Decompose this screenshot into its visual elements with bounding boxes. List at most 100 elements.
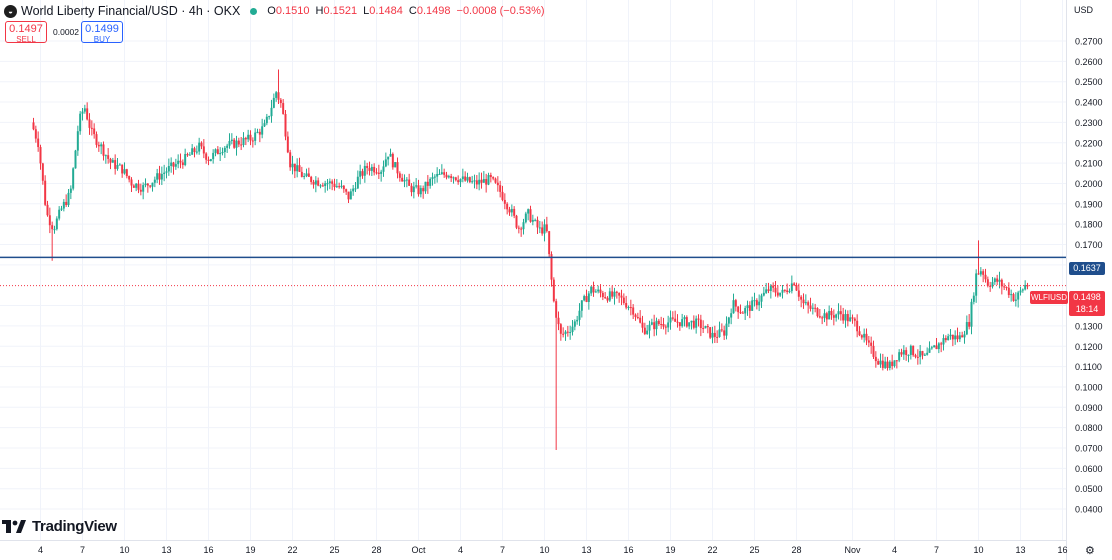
candle-body [646, 330, 649, 334]
candle-body [51, 225, 54, 230]
currency-selector[interactable]: USD [1074, 5, 1094, 15]
candle-body [681, 319, 684, 327]
candle-body [86, 108, 89, 120]
candle-body [538, 227, 541, 229]
candle-body [431, 177, 434, 179]
symbol-header[interactable]: ◒ World Liberty Financial/USD · 4h · OKX… [4, 2, 545, 20]
candle-body [53, 229, 56, 231]
time-axis-label: 4 [38, 545, 43, 555]
candle-body [1005, 287, 1008, 289]
candle-body [758, 301, 761, 306]
candle-body [958, 335, 961, 340]
candle-body [163, 172, 166, 174]
candle-body [74, 150, 77, 169]
gear-icon[interactable]: ⚙ [1085, 545, 1095, 557]
candle-body [174, 164, 177, 167]
candle-body [121, 164, 124, 174]
candle-body [370, 166, 373, 171]
candle-body [844, 314, 847, 321]
price-axis-label: 0.2600 [1075, 57, 1103, 67]
candle-body [39, 147, 42, 164]
candle-body [412, 186, 415, 193]
candle-body [774, 287, 777, 293]
candle-body [104, 155, 107, 157]
candle-body [825, 313, 828, 320]
candle-body [865, 333, 868, 341]
candle-body [471, 181, 474, 183]
candle-body [599, 289, 602, 293]
candle-body [963, 334, 966, 338]
candle-body [769, 285, 772, 291]
candle-body [870, 342, 873, 346]
candle-body [198, 142, 201, 152]
candle-body [632, 307, 635, 315]
candle-body [678, 322, 681, 327]
low-value: 0.1484 [369, 5, 403, 17]
candle-body [636, 317, 639, 319]
candle-body [793, 283, 796, 286]
candle-body [258, 131, 261, 135]
candle-body [270, 107, 273, 117]
candle-body [601, 292, 604, 298]
candle-body [396, 162, 399, 174]
candle-body [800, 296, 803, 300]
symbol-title[interactable]: World Liberty Financial/USD · 4h · OKX [21, 4, 241, 18]
candle-body [275, 92, 278, 98]
time-axis[interactable]: 4 7 10 13 16 19 22 25 28 Oct 4 7 10 13 16 19 22 25 28 Nov 4 7… [38, 545, 1068, 555]
candle-body [559, 324, 562, 334]
candle-body [725, 323, 728, 336]
candle-body [821, 317, 824, 319]
candle-body [242, 137, 245, 145]
candle-body [856, 320, 859, 332]
candle-body [552, 279, 555, 302]
candle-body [555, 301, 558, 318]
candle-body [58, 209, 61, 219]
candle-body [389, 153, 392, 157]
candle-body [345, 189, 348, 192]
candle-body [485, 179, 488, 185]
candle-body [940, 343, 943, 345]
candle-body [863, 333, 866, 338]
candle-body [384, 159, 387, 167]
candle-body [853, 318, 856, 321]
candle-body [424, 181, 427, 192]
candle-body [807, 302, 810, 306]
candle-body [230, 139, 233, 141]
candle-body [767, 289, 770, 291]
candle-body [60, 208, 63, 210]
sell-button[interactable]: 0.1497 SELL [5, 21, 47, 44]
candle-body [942, 338, 945, 345]
candle-body [160, 173, 163, 180]
candle-body [254, 132, 257, 141]
candle-body [303, 176, 306, 178]
candle-body [755, 300, 758, 306]
candle-body [373, 166, 376, 173]
candle-body [893, 360, 896, 367]
candle-body [706, 326, 709, 328]
candle-body [662, 324, 665, 327]
buy-price: 0.1499 [85, 23, 119, 35]
candle-body [394, 162, 397, 168]
candle-body [657, 320, 660, 325]
candle-body [846, 314, 849, 322]
time-axis-label: 16 [1057, 545, 1067, 555]
candle-body [1003, 286, 1006, 288]
candle-body [685, 317, 688, 327]
candle-body [153, 179, 156, 183]
candle-body [356, 176, 359, 189]
horizontal-line-price-tag: 0.1637 [1069, 262, 1105, 275]
candle-body [1014, 299, 1017, 301]
tradingview-logo[interactable]: TradingView [2, 517, 117, 535]
candle-body [128, 176, 131, 180]
buy-button[interactable]: 0.1499 BUY [81, 21, 123, 44]
candle-body [347, 191, 350, 200]
price-axis[interactable]: 0.2700 0.2600 0.2500 0.2400 0.2300 0.2200 0.21… [1075, 37, 1103, 515]
candle-body [573, 321, 576, 327]
price-axis-label: 0.0700 [1075, 444, 1103, 454]
candle-body [107, 155, 110, 159]
candle-body [100, 144, 103, 147]
candle-body [1019, 290, 1022, 293]
candle-body [783, 289, 786, 291]
candle-body [541, 227, 544, 234]
